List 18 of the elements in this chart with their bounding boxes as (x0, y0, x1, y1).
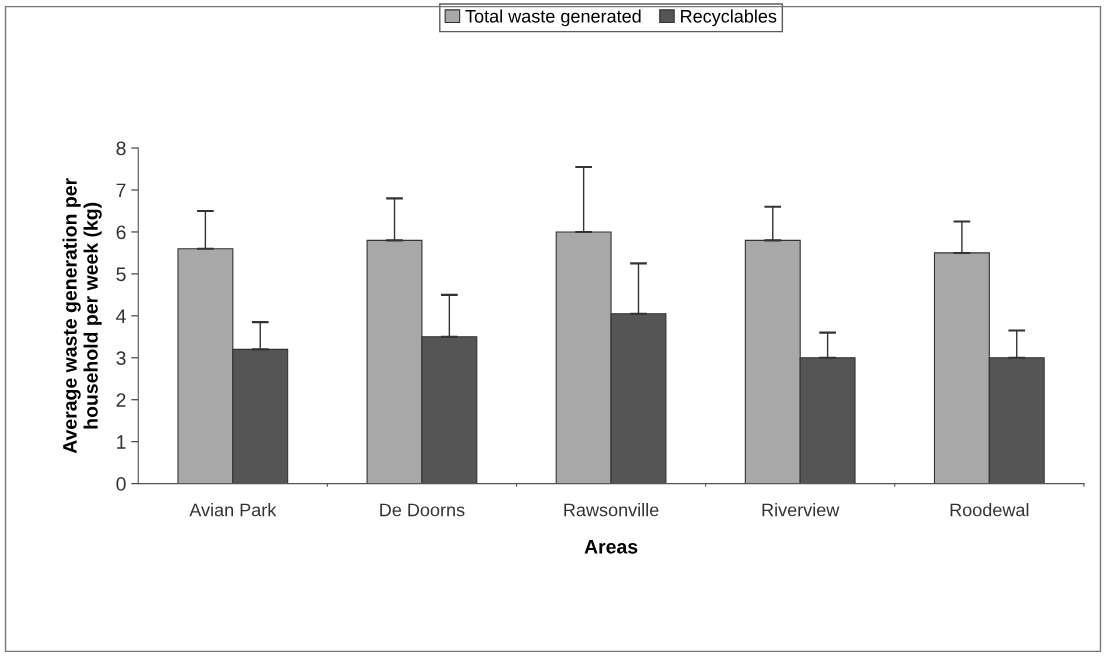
y-tick-label: 0 (116, 477, 126, 491)
x-tick-label: De Doorns (380, 503, 465, 517)
y-tick-label: 4 (116, 309, 126, 323)
y-tick-label: 6 (116, 225, 126, 240)
x-axis-title: Areas (584, 540, 638, 554)
y-tick-label: 5 (116, 267, 126, 282)
y-tick-label: 7 (116, 183, 126, 198)
legend-label: Total waste generated (465, 9, 641, 27)
y-tick-label: 8 (116, 141, 126, 156)
y-tick-label: 1 (117, 435, 126, 449)
x-tick-label: Rawsonville (564, 503, 659, 517)
legend-label: Recyclables (681, 9, 777, 27)
x-tick-label: Roodewal (950, 503, 1029, 517)
y-tick-label: 2 (116, 393, 126, 407)
y-tick-label: 3 (116, 351, 126, 366)
x-tick-label: Riverview (762, 503, 840, 517)
y-axis-title: Average waste generation per household per week (kg) (62, 178, 102, 454)
x-tick-label: Avian Park (189, 503, 277, 517)
